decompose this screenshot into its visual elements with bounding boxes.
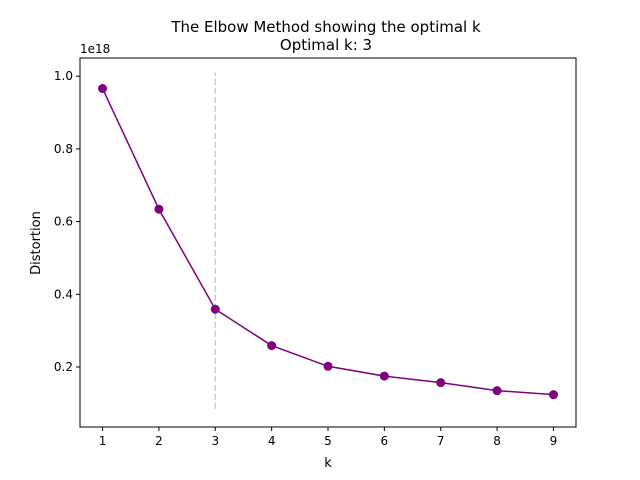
x-tick-label-4: 4 (268, 434, 276, 448)
data-point-k3 (210, 304, 220, 314)
x-axis-label: k (324, 456, 332, 471)
x-tick-label-3: 3 (211, 434, 219, 448)
x-tick-label-5: 5 (324, 434, 332, 448)
data-point-k4 (267, 341, 277, 351)
data-point-k2 (154, 204, 164, 214)
x-tick-label-9: 9 (550, 434, 558, 448)
data-point-k9 (548, 390, 558, 400)
data-point-k5 (323, 361, 333, 371)
y-tick-label-0: 0.2 (54, 360, 73, 374)
axes-frame (79, 57, 577, 428)
data-point-k1 (98, 84, 108, 94)
y-tick-label-1: 0.4 (54, 287, 73, 301)
x-tick-label-6: 6 (381, 434, 389, 448)
chart-subtitle: Optimal k: 3 (280, 36, 372, 54)
x-tick-label-8: 8 (493, 434, 501, 448)
data-point-k6 (379, 371, 389, 381)
chart-title: The Elbow Method showing the optimal k (170, 18, 481, 36)
plot-area: 1 2 3 4 5 6 7 8 9 0.2 0.4 0.6 0.8 1.0 (54, 57, 577, 448)
y-axis-label: Distortion (29, 211, 44, 275)
x-tick-label-7: 7 (437, 434, 445, 448)
series-line-0 (101, 88, 554, 396)
x-tick-label-2: 2 (155, 434, 163, 448)
x-tick-label-1: 1 (99, 434, 107, 448)
data-point-k7 (436, 378, 446, 388)
data-point-k8 (492, 386, 502, 396)
y-tick-label-3: 0.8 (54, 142, 73, 156)
y-offset-label: 1e18 (80, 42, 110, 56)
y-tick-label-2: 0.6 (54, 215, 73, 229)
y-tick-label-4: 1.0 (54, 69, 73, 83)
